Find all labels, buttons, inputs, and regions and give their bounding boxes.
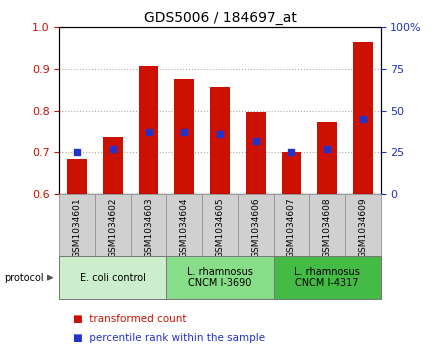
Text: protocol: protocol (4, 273, 44, 283)
Bar (95, 194, 131, 256)
Bar (345, 194, 381, 256)
Bar (309, 194, 345, 256)
Text: L. rhamnosus
CNCM I-3690: L. rhamnosus CNCM I-3690 (187, 267, 253, 289)
Text: L. rhamnosus
CNCM I-4317: L. rhamnosus CNCM I-4317 (294, 267, 360, 289)
Text: GSM1034606: GSM1034606 (251, 197, 260, 258)
Bar (166, 256, 274, 299)
Bar (175, 78, 194, 194)
Bar (210, 87, 230, 194)
Text: GSM1034605: GSM1034605 (216, 197, 224, 258)
Text: GSM1034601: GSM1034601 (73, 197, 82, 258)
Text: GSM1034607: GSM1034607 (287, 197, 296, 258)
Text: GSM1034602: GSM1034602 (108, 197, 117, 258)
Bar (246, 113, 265, 194)
Text: ■  percentile rank within the sample: ■ percentile rank within the sample (73, 333, 265, 343)
Text: ■  transformed count: ■ transformed count (73, 314, 186, 325)
Bar (282, 152, 301, 194)
Bar (59, 194, 95, 256)
Text: GSM1034603: GSM1034603 (144, 197, 153, 258)
Title: GDS5006 / 184697_at: GDS5006 / 184697_at (143, 11, 297, 25)
Bar (274, 256, 381, 299)
Bar (317, 122, 337, 194)
Bar (139, 66, 158, 194)
Bar (103, 136, 123, 194)
Bar (353, 42, 373, 194)
Text: GSM1034609: GSM1034609 (358, 197, 367, 258)
Bar (59, 256, 166, 299)
Bar (274, 194, 309, 256)
Text: GSM1034604: GSM1034604 (180, 197, 189, 258)
Bar (238, 194, 274, 256)
Bar (131, 194, 166, 256)
Bar (67, 159, 87, 194)
Bar (202, 194, 238, 256)
Text: E. coli control: E. coli control (80, 273, 146, 283)
Text: GSM1034608: GSM1034608 (323, 197, 332, 258)
Bar (166, 194, 202, 256)
